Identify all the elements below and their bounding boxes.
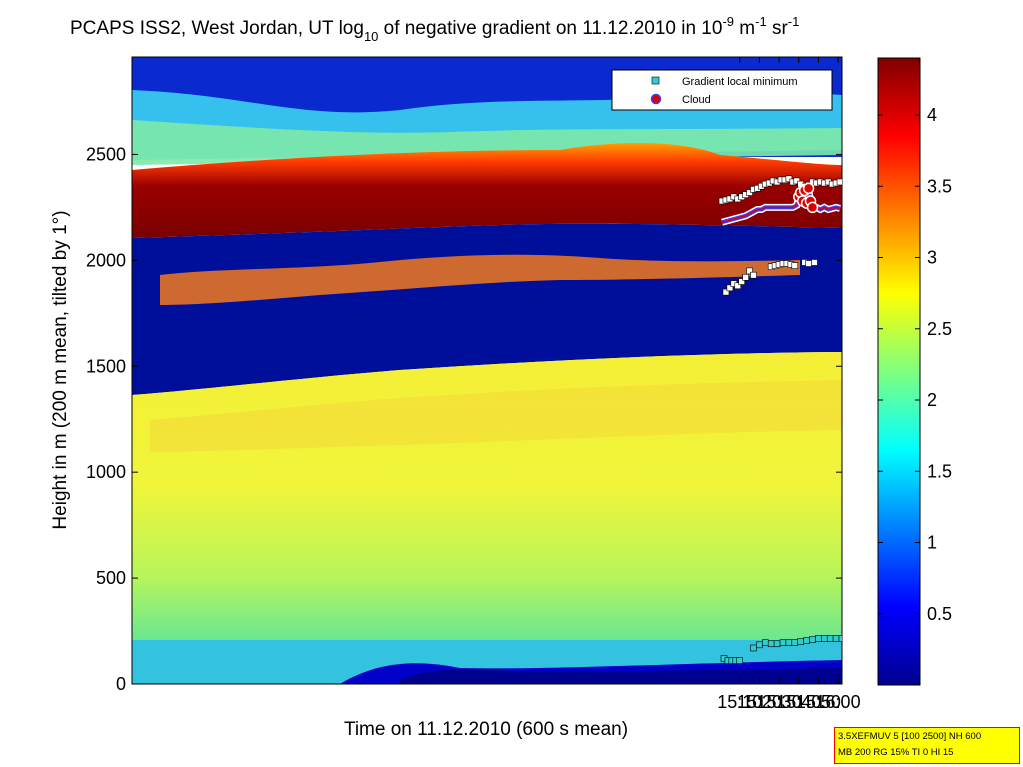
x-tick-label: 15:20	[737, 692, 782, 712]
x-tick-label: 15:50	[796, 692, 841, 712]
gradient-minimum-point	[805, 260, 812, 267]
colorbar-tick-label: 2	[927, 390, 937, 410]
plot-frame	[131, 56, 843, 685]
colorbar-tick-label: 2.5	[927, 319, 952, 339]
y-tick-label: 0	[116, 674, 126, 694]
gradient-minimum-point	[767, 640, 775, 648]
legend-label-gradient: Gradient local minimum	[682, 76, 798, 88]
chart-title: PCAPS ISS2, West Jordan, UT log10 of neg…	[70, 14, 799, 44]
colorbar-tick-label: 0.5	[927, 604, 952, 624]
mixed-layer-orange-core	[150, 380, 842, 452]
info-line-1: 3.5XEFMUV 5 [100 2500] NH 600	[838, 731, 982, 742]
lower-cloud-layer	[160, 254, 800, 305]
x-tick-label: 16:00	[816, 692, 861, 712]
gradient-minimum-point	[761, 639, 769, 646]
y-tick-label: 2500	[86, 144, 126, 164]
gradient-minimum-point	[738, 278, 745, 285]
info-line-2: MB 200 RG 15% TI 0 HI 15	[838, 747, 954, 758]
heatmap-layers	[132, 57, 842, 684]
gradient-minimum-point	[750, 271, 757, 279]
gradient-minimum-point	[746, 267, 753, 275]
gradient-minimum-point	[722, 288, 730, 296]
colorbar-ticks: 0.5 1 1.5 2 2.5 3 3.5 4	[878, 105, 952, 624]
gradient-minimum-point	[815, 635, 822, 642]
gradient-minimum-point	[791, 639, 799, 646]
colorbar-tick-label: 1.5	[927, 461, 952, 481]
gradient-minimum-point	[750, 644, 757, 652]
gradient-minimum-point	[779, 639, 787, 646]
colorbar-tick-label: 4	[927, 105, 937, 125]
legend-label-cloud: Cloud	[682, 94, 711, 106]
gradient-minimum-point	[773, 640, 781, 648]
gradient-minimum-point	[736, 657, 744, 664]
legend-circle-marker	[650, 93, 662, 105]
y-axis-ticks: 0 500 1000 1500 2000 2500	[86, 144, 842, 694]
gradient-minimum-point	[742, 273, 749, 281]
gradient-minimum-point	[785, 639, 793, 646]
surface-layer-core	[400, 668, 842, 684]
colorbar-tick-label: 3	[927, 248, 937, 268]
mixed-layer	[132, 352, 842, 650]
data-series	[718, 175, 842, 664]
x-axis-label: Time on 11.12.2010 (600 s mean)	[344, 719, 628, 740]
gradient-minimum-point	[832, 635, 840, 642]
x-tick-label: 15:30	[757, 692, 802, 712]
cloud-point	[806, 201, 819, 214]
gradient-minimum-point	[726, 284, 734, 292]
gradient-minimum-point	[811, 259, 818, 266]
gradient-minimum-point	[809, 636, 816, 643]
colorbar	[877, 57, 921, 686]
cloud-point	[802, 182, 815, 195]
gradient-minimum-point	[838, 635, 842, 642]
y-tick-label: 1000	[86, 462, 126, 482]
y-tick-label: 2000	[86, 250, 126, 270]
gradient-minimum-point	[791, 262, 799, 269]
gradient-minimum-point	[826, 635, 834, 642]
y-tick-label: 500	[96, 568, 126, 588]
colorbar-tick-label: 3.5	[927, 176, 952, 196]
legend-box	[611, 69, 833, 111]
gradient-minimum-point	[756, 641, 763, 649]
settings-info-box: 3.5XEFMUV 5 [100 2500] NH 600 MB 200 RG …	[834, 727, 1020, 764]
y-tick-label: 1500	[86, 356, 126, 376]
gradient-minimum-point	[820, 635, 828, 642]
x-tick-label: 15:10	[717, 692, 762, 712]
y-axis-label: Height in m (200 m mean, tilted by 1°)	[50, 210, 71, 529]
gradient-minimum-point	[797, 638, 804, 645]
gradient-minimum-point	[734, 282, 742, 290]
colorbar-tick-label: 1	[927, 533, 937, 553]
gradient-minimum-point	[836, 178, 842, 186]
legend: Gradient local minimum Cloud	[611, 69, 833, 111]
legend-square-marker	[651, 76, 660, 85]
gradient-minimum-point	[803, 637, 810, 644]
x-tick-label: 15:40	[776, 692, 821, 712]
cloud-layer	[132, 143, 842, 238]
